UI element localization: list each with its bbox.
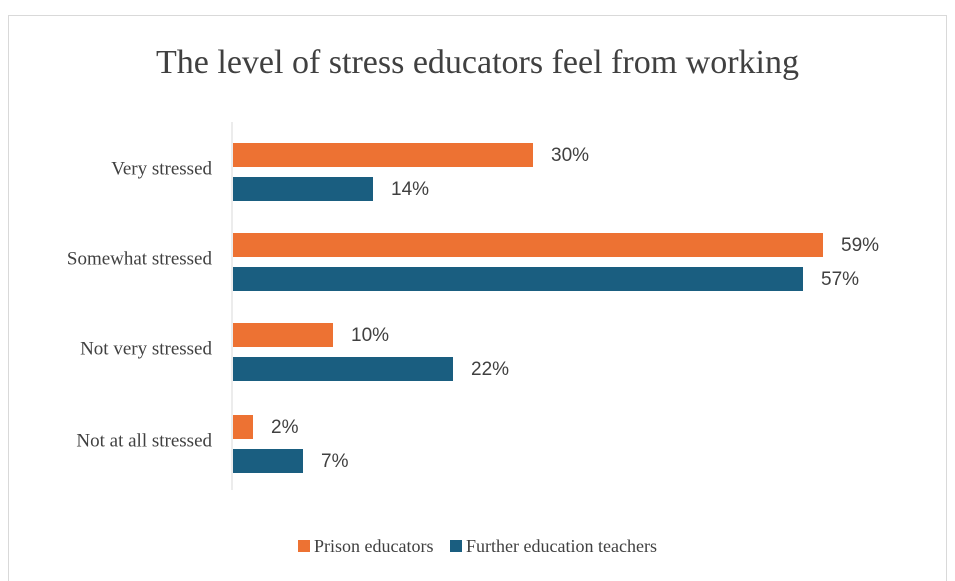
data-label-further-education-teachers-not-at-all-stressed: 7% bbox=[321, 451, 349, 472]
data-label-further-education-teachers-very-stressed: 14% bbox=[391, 179, 429, 200]
bar-further-education-teachers-somewhat-stressed bbox=[233, 267, 803, 291]
legend-item-prison-educators: Prison educators bbox=[298, 536, 434, 557]
category-label-somewhat-stressed: Somewhat stressed bbox=[67, 248, 213, 269]
legend-swatch-prison-educators bbox=[298, 540, 311, 552]
legend-swatch-further-education-teachers bbox=[450, 540, 463, 552]
bar-further-education-teachers-very-stressed bbox=[233, 177, 373, 201]
legend: Prison educators Further education teach… bbox=[0, 536, 955, 557]
bar-further-education-teachers-not-very-stressed bbox=[233, 357, 453, 381]
data-label-prison-educators-very-stressed: 30% bbox=[551, 145, 589, 166]
bar-prison-educators-not-very-stressed bbox=[233, 323, 333, 347]
data-label-further-education-teachers-not-very-stressed: 22% bbox=[471, 359, 509, 380]
category-label-very-stressed: Very stressed bbox=[111, 158, 212, 179]
bar-prison-educators-somewhat-stressed bbox=[233, 233, 823, 257]
data-label-prison-educators-not-at-all-stressed: 2% bbox=[271, 417, 299, 438]
legend-label-further-education-teachers: Further education teachers bbox=[466, 536, 657, 556]
bar-further-education-teachers-not-at-all-stressed bbox=[233, 449, 303, 473]
category-label-not-at-all-stressed: Not at all stressed bbox=[76, 430, 212, 451]
chart-title: The level of stress educators feel from … bbox=[156, 44, 799, 81]
legend-item-further-education-teachers: Further education teachers bbox=[450, 536, 657, 557]
data-label-prison-educators-not-very-stressed: 10% bbox=[351, 325, 389, 346]
chart-frame bbox=[8, 15, 947, 581]
legend-label-prison-educators: Prison educators bbox=[314, 536, 434, 556]
bar-prison-educators-not-at-all-stressed bbox=[233, 415, 253, 439]
bar-prison-educators-very-stressed bbox=[233, 143, 533, 167]
data-label-prison-educators-somewhat-stressed: 59% bbox=[841, 235, 879, 256]
category-label-not-very-stressed: Not very stressed bbox=[80, 338, 212, 359]
data-label-further-education-teachers-somewhat-stressed: 57% bbox=[821, 269, 859, 290]
